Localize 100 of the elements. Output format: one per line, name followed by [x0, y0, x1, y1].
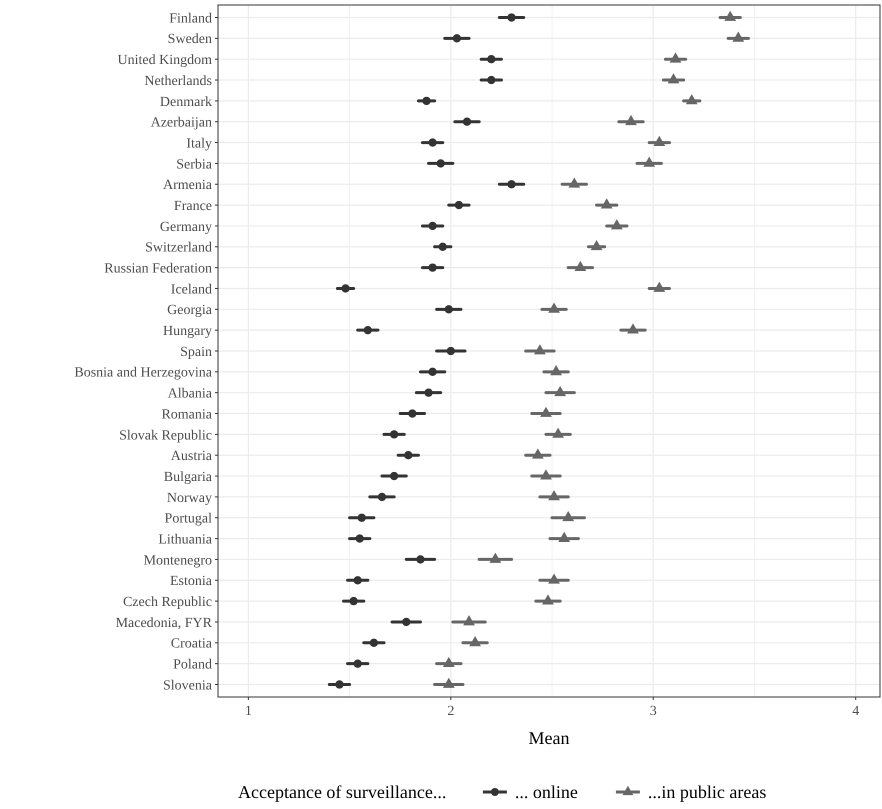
point [534, 344, 546, 354]
point [436, 159, 445, 168]
y-tick-label: Georgia [167, 303, 213, 318]
y-tick-label: Azerbaijan [150, 116, 212, 131]
point [364, 326, 372, 334]
y-tick-label: Norway [166, 490, 212, 506]
point [444, 305, 453, 314]
x-tick-label: 3 [650, 704, 657, 719]
y-tick-label: Bulgaria [164, 470, 213, 485]
point [653, 282, 666, 292]
point [574, 260, 586, 272]
point [568, 177, 580, 188]
y-tick-label: Macedonia, FYR [116, 616, 213, 631]
point [554, 386, 566, 396]
y-tick-label: Italy [186, 136, 212, 152]
point [428, 368, 437, 376]
point [489, 552, 502, 563]
point [643, 156, 656, 167]
y-tick-label: Spain [180, 344, 212, 360]
point [358, 514, 366, 522]
x-axis-title: Mean [528, 728, 570, 748]
point [390, 472, 398, 480]
y-tick-label: Albania [168, 386, 213, 402]
y-tick-label: Netherlands [144, 74, 212, 89]
y-tick-label: Bosnia and Herzegovina [74, 366, 213, 381]
point [507, 180, 516, 188]
point [335, 680, 344, 689]
point [542, 594, 554, 605]
point [540, 469, 552, 480]
point [668, 73, 680, 84]
y-tick-label: Czech Republic [122, 595, 212, 610]
point [446, 346, 455, 356]
y-tick-label: Portugal [164, 512, 212, 527]
y-tick-label: Hungary [163, 324, 212, 340]
point [356, 534, 364, 543]
y-tick-label: Lithuania [158, 532, 213, 548]
point [670, 52, 682, 63]
point [724, 10, 736, 21]
y-tick-label: Estonia [170, 574, 213, 590]
point [408, 409, 417, 418]
y-tick-label: Germany [160, 220, 212, 235]
point [422, 96, 431, 106]
point [454, 200, 464, 210]
y-tick-label: Montenegro [144, 553, 212, 568]
point [548, 573, 560, 584]
legend-label: ... online [514, 782, 578, 802]
y-tick-label: Finland [169, 11, 212, 26]
y-tick-label: Sweden [168, 32, 212, 48]
point [487, 76, 496, 84]
y-tick-label: Slovenia [163, 678, 213, 694]
point [469, 636, 481, 646]
y-tick-label: Serbia [176, 157, 213, 172]
point [552, 428, 564, 438]
point [600, 198, 613, 208]
y-tick-label: Denmark [160, 94, 212, 110]
point [424, 388, 433, 397]
x-tick-label: 2 [447, 704, 454, 719]
y-tick-label: Russian Federation [104, 262, 212, 277]
point [354, 576, 362, 584]
legend-title: Acceptance of surveillance... [238, 782, 446, 802]
point [548, 302, 560, 313]
legend-label: ...in public areas [648, 782, 766, 802]
point [686, 94, 698, 104]
y-tick-label: Austria [170, 449, 213, 464]
x-tick-label: 1 [244, 704, 252, 719]
point [540, 406, 552, 417]
point [442, 656, 455, 668]
y-tick-label: United Kingdom [118, 53, 212, 68]
y-tick-label: Romania [161, 407, 213, 422]
point [390, 430, 398, 439]
point [370, 638, 378, 647]
point [507, 13, 516, 22]
point [349, 596, 358, 606]
y-tick-label: Armenia [163, 178, 213, 194]
y-tick-label: Switzerland [145, 240, 212, 256]
point [442, 678, 455, 688]
y-tick-label: Slovak Republic [119, 428, 212, 444]
point [548, 490, 560, 500]
point [653, 136, 666, 146]
y-tick-label: France [174, 198, 212, 214]
point [341, 284, 350, 293]
point [438, 242, 447, 251]
point [428, 138, 437, 147]
point [404, 451, 412, 460]
point [627, 323, 639, 334]
point [625, 114, 637, 126]
x-tick-label: 4 [852, 704, 860, 719]
point [378, 492, 386, 502]
point [428, 222, 437, 230]
point [558, 532, 570, 542]
y-tick-label: Iceland [170, 282, 212, 298]
point [610, 219, 623, 230]
y-tick-label: Poland [173, 658, 212, 673]
point [354, 659, 362, 668]
point [550, 365, 562, 376]
point [562, 510, 574, 522]
point [463, 615, 475, 626]
point [428, 263, 437, 272]
point [416, 555, 425, 564]
point [590, 240, 602, 250]
